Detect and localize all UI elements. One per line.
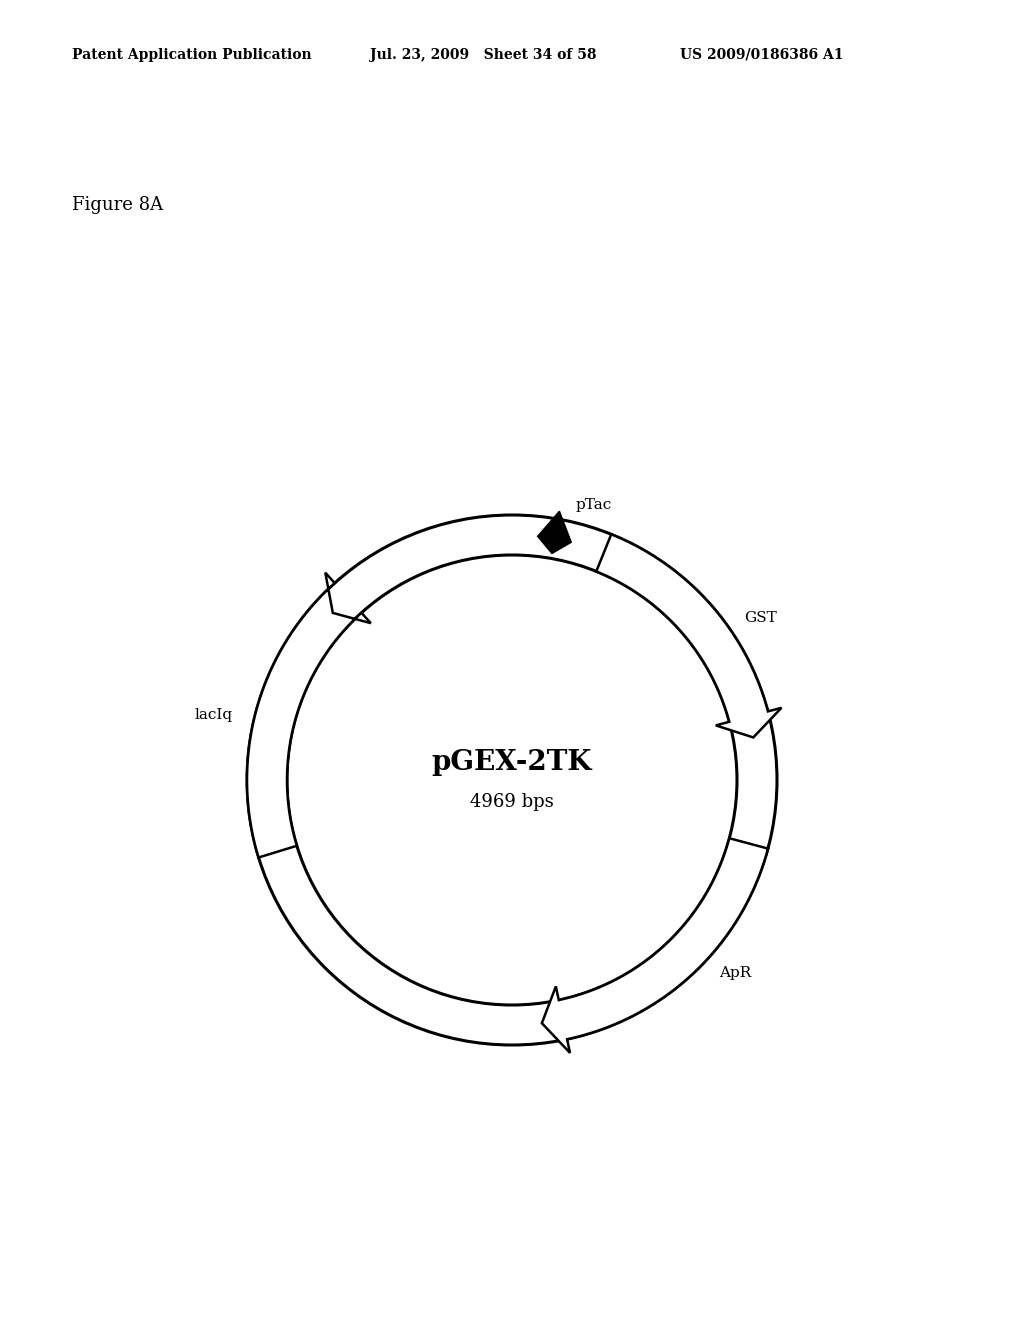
Text: Patent Application Publication: Patent Application Publication xyxy=(72,48,311,62)
Polygon shape xyxy=(596,535,781,738)
Text: ApR: ApR xyxy=(719,966,752,979)
Text: pTac: pTac xyxy=(575,498,612,512)
Text: Jul. 23, 2009   Sheet 34 of 58: Jul. 23, 2009 Sheet 34 of 58 xyxy=(370,48,597,62)
Text: lacIq: lacIq xyxy=(195,709,232,722)
Text: GST: GST xyxy=(743,611,776,624)
Polygon shape xyxy=(538,511,571,553)
Polygon shape xyxy=(542,838,768,1053)
Text: 4969 bps: 4969 bps xyxy=(470,793,554,810)
Polygon shape xyxy=(247,573,371,858)
Text: pGEX-2TK: pGEX-2TK xyxy=(432,748,592,776)
Text: Figure 8A: Figure 8A xyxy=(72,195,163,214)
Text: US 2009/0186386 A1: US 2009/0186386 A1 xyxy=(680,48,844,62)
